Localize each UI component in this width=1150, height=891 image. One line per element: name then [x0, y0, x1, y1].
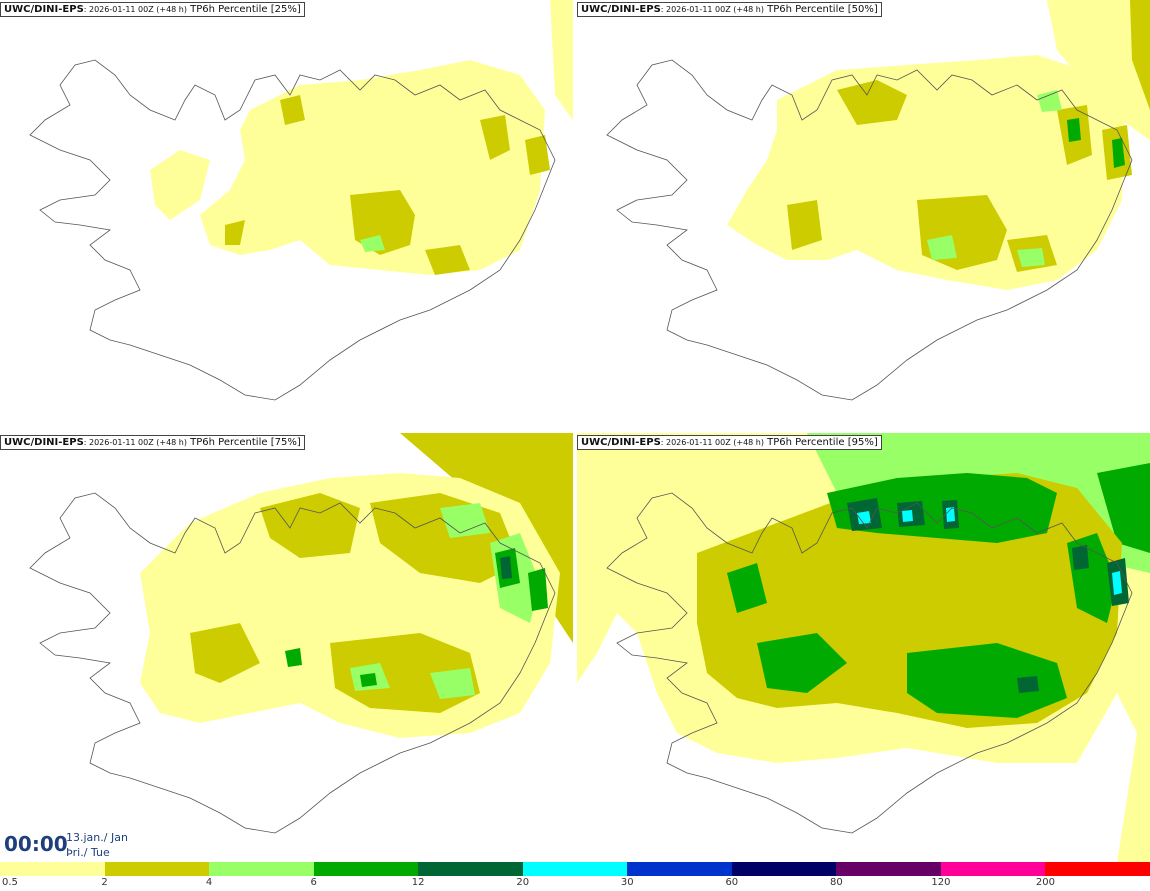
colorbar-tick-label: 120 — [931, 877, 951, 888]
precip-colorbar — [0, 862, 1150, 876]
precip-map — [606, 0, 1150, 401]
valid-time: 00:00 — [4, 832, 68, 856]
colorbar-tick-label: 12 — [411, 877, 425, 888]
colorbar-swatch — [627, 862, 732, 876]
colorbar-swatch — [209, 862, 314, 876]
colorbar-tick-label: 30 — [620, 877, 634, 888]
colorbar-tick-label: 200 — [1035, 877, 1055, 888]
colorbar-swatch — [1045, 862, 1150, 876]
colorbar-swatch — [313, 862, 419, 876]
precip-map — [29, 0, 573, 401]
valid-weekday: Þri./ Tue — [66, 846, 110, 859]
valid-date: 13.jan./ Jan — [66, 831, 128, 844]
colorbar-tick-label: 2 — [101, 877, 108, 888]
map-panel-95: UWC/DINI-EPS: 2026-01-11 00Z (+48 h) TP6… — [577, 433, 1150, 863]
colorbar-swatch — [836, 862, 941, 876]
colorbar-ticks: 0.5 2 4 6 12 20 30 60 80 120 200 — [0, 877, 1150, 891]
colorbar-tick-label: 20 — [516, 877, 530, 888]
colorbar-tick-label: 4 — [205, 877, 213, 888]
colorbar-swatch — [104, 862, 210, 876]
colorbar-tick-label: 6 — [310, 877, 317, 888]
colorbar-swatch — [0, 862, 105, 876]
precip-map — [577, 433, 1150, 863]
colorbar-swatch — [522, 862, 628, 876]
map-panel-25: UWC/DINI-EPS: 2026-01-11 00Z (+48 h) TP6… — [0, 0, 573, 430]
panel-title: UWC/DINI-EPS: 2026-01-11 00Z (+48 h) TP6… — [577, 435, 882, 450]
colorbar-swatch — [940, 862, 1046, 876]
colorbar-swatch — [731, 862, 837, 876]
panel-title: UWC/DINI-EPS: 2026-01-11 00Z (+48 h) TP6… — [0, 2, 305, 17]
colorbar-swatch — [418, 862, 523, 876]
precip-map — [29, 433, 573, 834]
colorbar-tick-label: 60 — [725, 877, 739, 888]
panel-title: UWC/DINI-EPS: 2026-01-11 00Z (+48 h) TP6… — [577, 2, 882, 17]
colorbar-tick-label: 80 — [829, 877, 843, 888]
colorbar-tick-label: 0.5 — [2, 877, 18, 888]
map-panel-50: UWC/DINI-EPS: 2026-01-11 00Z (+48 h) TP6… — [577, 0, 1150, 430]
map-panel-75: UWC/DINI-EPS: 2026-01-11 00Z (+48 h) TP6… — [0, 433, 573, 863]
panel-title: UWC/DINI-EPS: 2026-01-11 00Z (+48 h) TP6… — [0, 435, 305, 450]
valid-time-box: 00:00 13.jan./ Jan Þri./ Tue — [0, 826, 144, 862]
